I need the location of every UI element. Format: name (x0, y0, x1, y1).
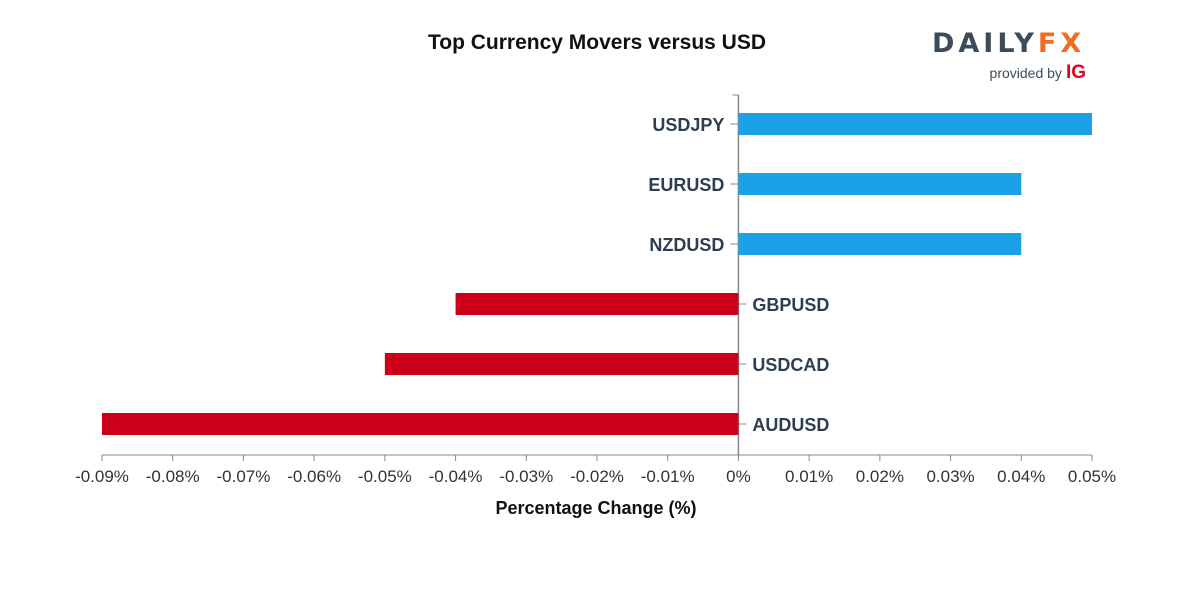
x-tick-label: -0.04% (429, 467, 483, 486)
x-tick-label: 0.01% (785, 467, 833, 486)
category-label: GBPUSD (752, 295, 829, 315)
x-tick-label: 0.04% (997, 467, 1045, 486)
x-axis-title: Percentage Change (%) (495, 498, 696, 518)
bar-audusd (102, 413, 739, 435)
x-tick-label: -0.06% (287, 467, 341, 486)
chart-title: Top Currency Movers versus USD (427, 31, 767, 54)
x-tick-label: -0.02% (570, 467, 624, 486)
x-tick-label: 0.02% (856, 467, 904, 486)
brand-provided-by: provided by IG (989, 62, 1086, 83)
dailyfx-logo: DAILYFX provided by IG (930, 28, 1090, 84)
x-tick-label: -0.07% (216, 467, 270, 486)
category-label: USDJPY (652, 115, 724, 135)
provided-by-text: provided by (989, 65, 1062, 81)
category-label: USDCAD (752, 355, 829, 375)
bar-nzdusd (738, 233, 1022, 255)
category-label: AUDUSD (752, 415, 829, 435)
bar-usdcad (384, 353, 739, 375)
x-tick-label: -0.03% (499, 467, 553, 486)
brand-fx: FX (1037, 28, 1086, 59)
x-tick-label: -0.05% (358, 467, 412, 486)
category-label: EURUSD (648, 175, 724, 195)
x-tick-label: -0.01% (641, 467, 695, 486)
category-label: NZDUSD (649, 235, 724, 255)
brand-daily: DAILY (932, 28, 1038, 59)
x-tick-label: 0.03% (926, 467, 974, 486)
bar-gbpusd (455, 293, 739, 315)
bar-eurusd (738, 173, 1022, 195)
x-tick-label: 0% (726, 467, 751, 486)
x-tick-label: -0.08% (146, 467, 200, 486)
x-tick-label: 0.05% (1068, 467, 1116, 486)
brand-name: DAILYFX (932, 28, 1085, 60)
ig-logo: IG (1065, 62, 1086, 83)
bar-usdjpy (738, 113, 1092, 135)
x-tick-label: -0.09% (75, 467, 129, 486)
